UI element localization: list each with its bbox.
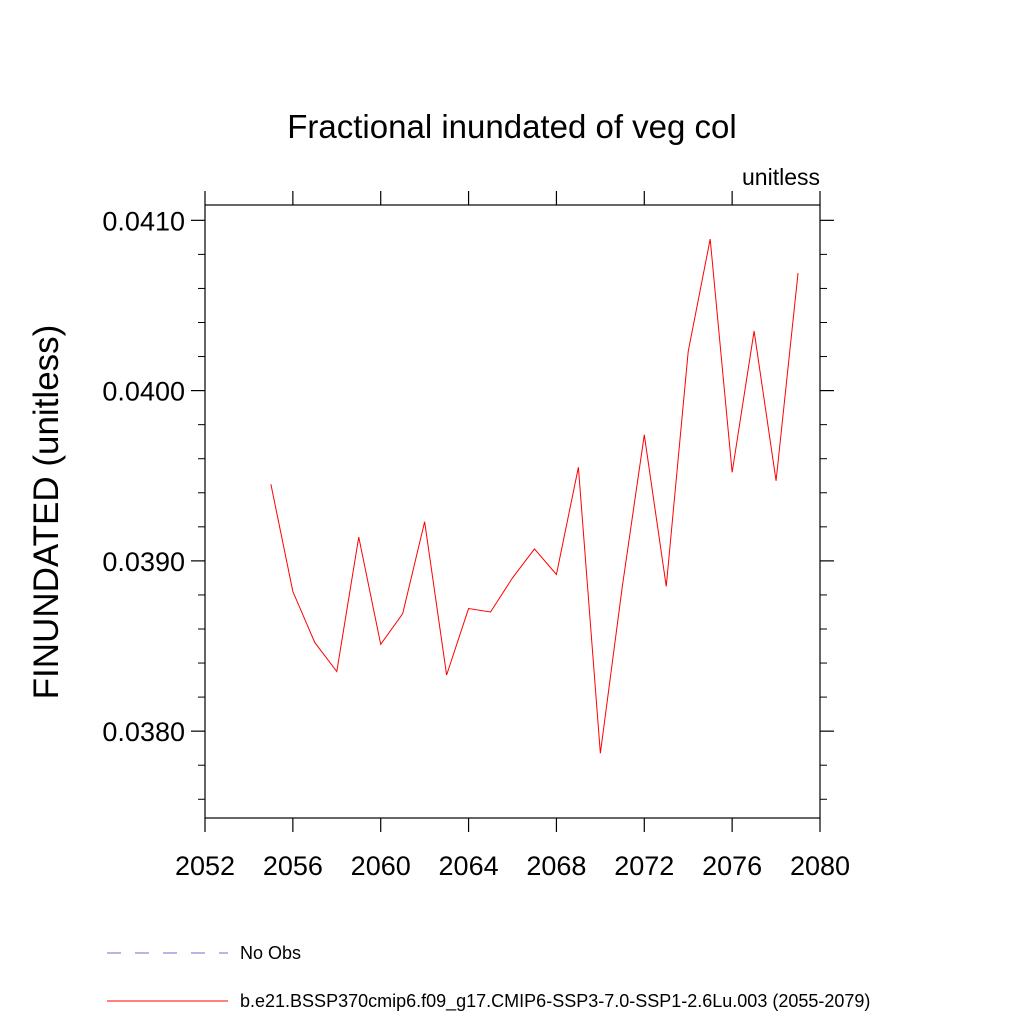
x-tick-label: 2068: [526, 851, 586, 881]
x-tick-label: 2076: [702, 851, 762, 881]
x-tick-label: 2056: [263, 851, 323, 881]
x-tick-label: 2060: [351, 851, 411, 881]
x-tick-label: 2072: [614, 851, 674, 881]
y-tick-label: 0.0410: [102, 206, 185, 236]
y-tick-label: 0.0400: [102, 377, 185, 407]
x-tick-label: 2064: [439, 851, 499, 881]
legend: No Obs b.e21.BSSP370cmip6.f09_g17.CMIP6-S…: [107, 943, 870, 1012]
series-line: [270, 238, 799, 754]
units-label: unitless: [742, 164, 820, 190]
y-tick-label: 0.0390: [102, 547, 185, 577]
plot-area: 2052 2056 2060 2064 2068 2072 2076 2080 0.0380 0.…: [102, 191, 850, 881]
x-tick-label: 2080: [790, 851, 850, 881]
plot-frame: [204, 204, 821, 819]
y-axis-label: FINUNDATED (unitless): [27, 325, 66, 700]
x-tick-label: 2052: [175, 851, 235, 881]
chart-title: Fractional inundated of veg col: [287, 108, 736, 145]
y-tick-label: 0.0380: [102, 717, 185, 747]
legend-label: b.e21.BSSP370cmip6.f09_g17.CMIP6-SSP3-7.…: [240, 991, 870, 1012]
legend-label: No Obs: [240, 943, 301, 963]
